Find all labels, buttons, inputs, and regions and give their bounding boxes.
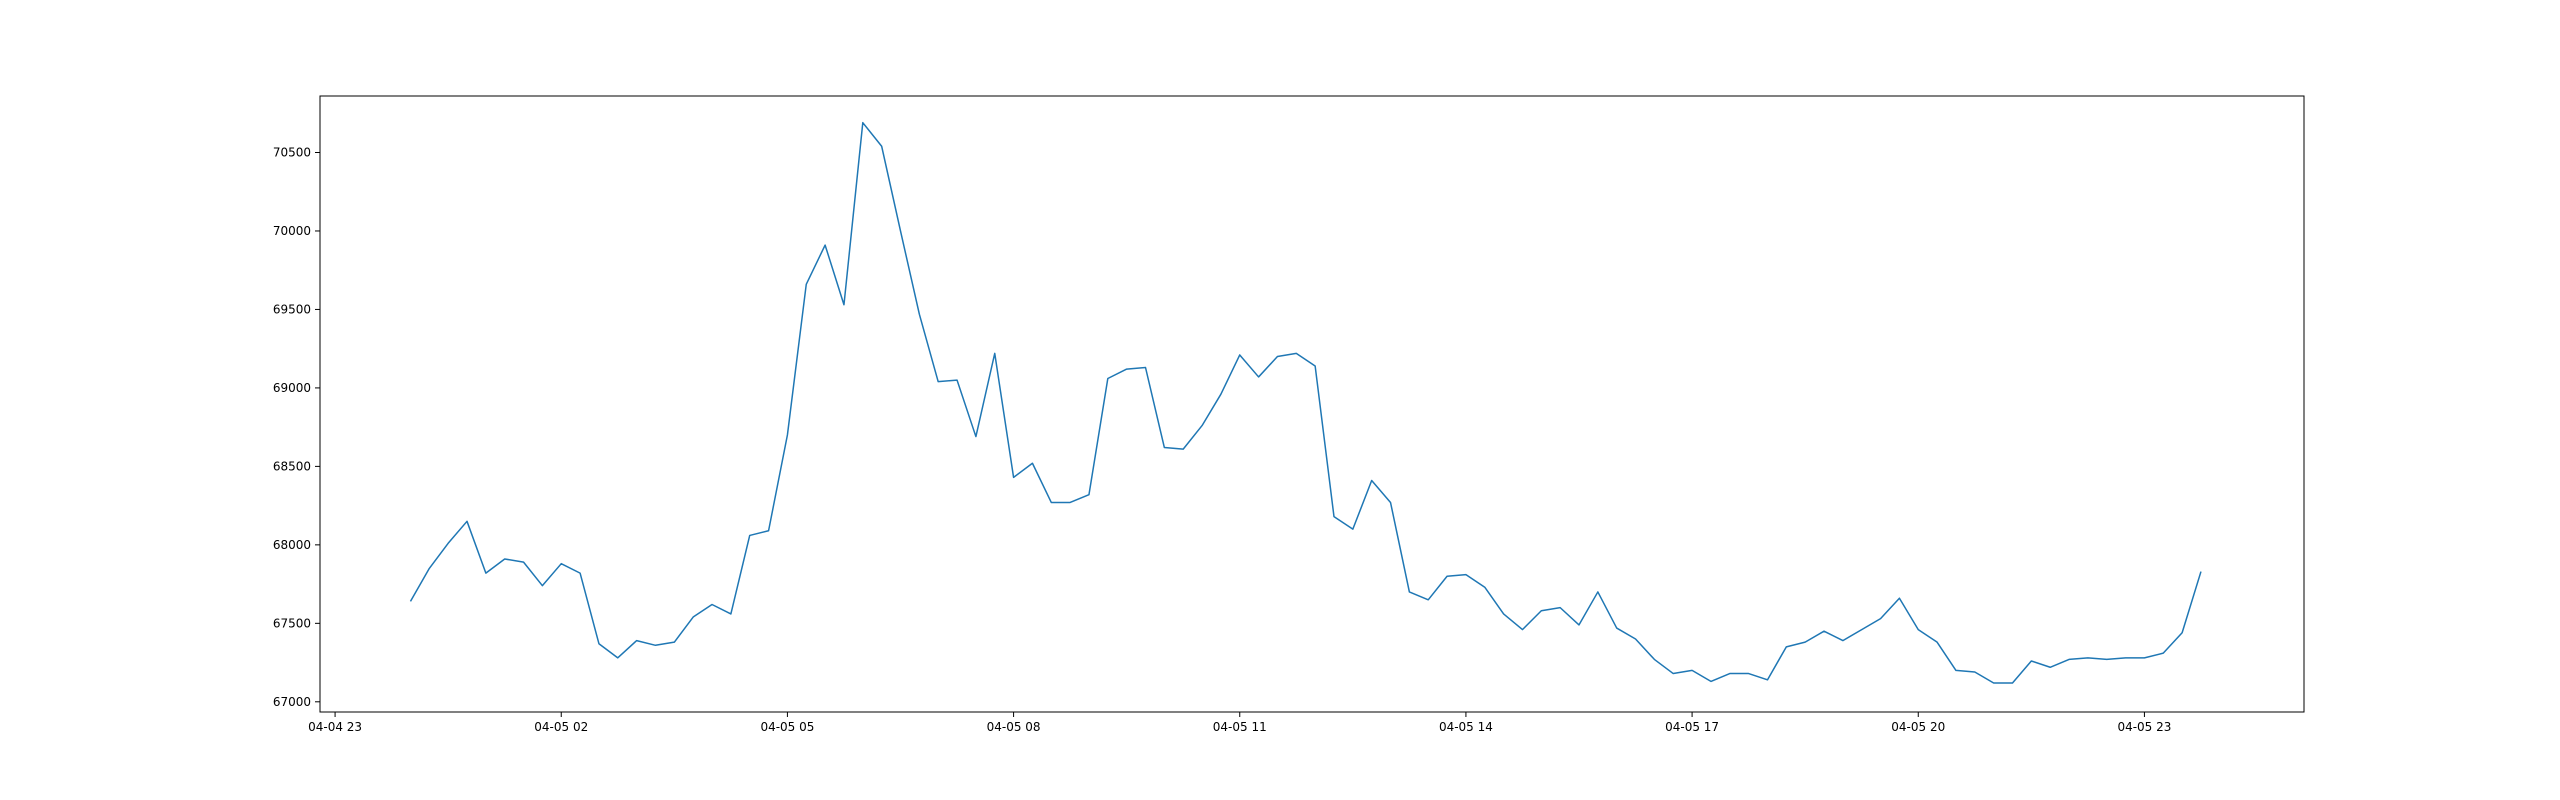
x-tick-label: 04-05 14 (1439, 720, 1493, 734)
y-tick-label: 70000 (273, 224, 311, 238)
plot-frame (319, 95, 2305, 713)
x-tick-label: 04-04 23 (308, 720, 362, 734)
price-line (409, 121, 2202, 684)
x-tick-label: 04-05 20 (1891, 720, 1945, 734)
x-tick-label: 04-05 02 (534, 720, 588, 734)
y-tick-label: 70500 (273, 145, 311, 159)
x-tick-label: 04-05 05 (760, 720, 814, 734)
series-layer (409, 121, 2202, 684)
x-tick-label: 04-05 23 (2117, 720, 2171, 734)
plot-area (320, 96, 2304, 712)
y-tick-label: 68000 (273, 538, 311, 552)
x-tick-label: 04-05 11 (1213, 720, 1267, 734)
axis-ticks: 67000 67500 68000 68500 69000 69500 70000 70500… (273, 145, 2172, 734)
y-tick-label: 69000 (273, 381, 311, 395)
x-tick-label: 04-05 17 (1665, 720, 1719, 734)
x-tick-label: 04-05 08 (987, 720, 1041, 734)
y-tick-label: 68500 (273, 459, 311, 473)
y-tick-label: 67000 (273, 695, 311, 709)
y-tick-label: 69500 (273, 302, 311, 316)
y-tick-label: 67500 (273, 616, 311, 630)
